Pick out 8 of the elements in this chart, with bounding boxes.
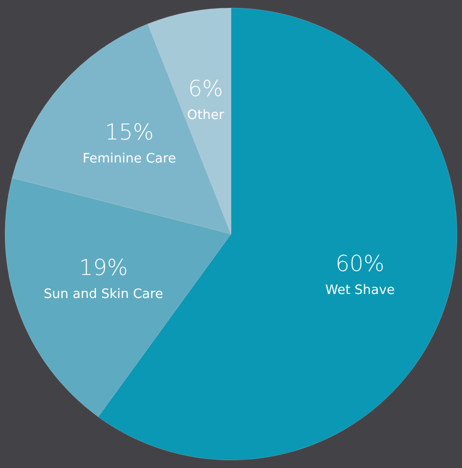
slice-label: Sun and Skin Care <box>44 286 164 302</box>
data-label: 15% <box>104 120 154 146</box>
data-label: 19% <box>78 256 128 281</box>
slice-label: Other <box>187 108 225 123</box>
slice-label: Wet Shave <box>325 282 395 298</box>
slice-label: Feminine Care <box>82 151 176 166</box>
data-label: 6% <box>188 76 224 102</box>
data-label: 60% <box>336 252 384 277</box>
